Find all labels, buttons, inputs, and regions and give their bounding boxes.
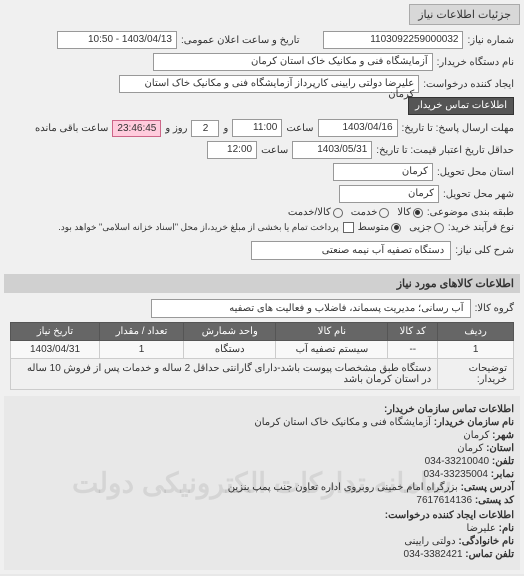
city-label: شهر محل تحویل: xyxy=(443,189,514,200)
general-desc-label: شرح کلی نیاز: xyxy=(455,245,514,256)
contact-fax-value: 33235004-034 xyxy=(423,469,488,480)
device-name-value: آزمایشگاه فنی و مکانیک خاک استان کرمان xyxy=(153,53,433,71)
and-label: و xyxy=(223,123,228,134)
validity-time: 12:00 xyxy=(207,141,257,159)
buy-method-label: نوع فرآیند خرید: xyxy=(448,222,514,233)
contact-family-value: دولتی رایینی xyxy=(404,536,455,547)
contact-tel-label: تلفن تماس: xyxy=(465,549,514,560)
col-unit: واحد شمارش xyxy=(184,323,276,341)
time-label-2: ساعت xyxy=(261,145,288,156)
col-code: کد کالا xyxy=(388,323,438,341)
general-desc-value: دستگاه تصفیه آب نیمه صنعتی xyxy=(251,241,451,260)
response-deadline-label: مهلت ارسال پاسخ: تا تاریخ: xyxy=(402,123,514,134)
contact-address-value: بزرگراه امام خمینی روبروی اداره تعاون جن… xyxy=(228,482,458,493)
city-value: کرمان xyxy=(339,185,439,203)
radio-dot-icon xyxy=(379,208,389,218)
requester-title: اطلاعات ایجاد کننده درخواست: xyxy=(385,510,514,521)
desc-row: توضیحات خریدار: دستگاه طبق مشخصات پیوست … xyxy=(11,359,514,390)
time-label-1: ساعت xyxy=(286,123,313,134)
announce-date-label: تاریخ و ساعت اعلان عمومی: xyxy=(181,35,300,46)
radio-both-label: کالا/خدمت xyxy=(288,207,331,218)
type-group-label: طبقه بندی موضوعی: xyxy=(427,207,514,218)
org-name-value: آزمایشگاه فنی و مکانیک خاک استان کرمان xyxy=(254,417,431,428)
validity-label: حداقل تاریخ اعتبار قیمت: تا تاریخ: xyxy=(376,145,514,156)
requester-value: علیرضا دولتی رایینی کارپرداز آزمایشگاه ف… xyxy=(119,75,419,93)
radio-minor[interactable]: جزیی xyxy=(409,222,444,233)
contact-city-label: شهر: xyxy=(492,430,514,441)
col-no: ردیف xyxy=(438,323,514,341)
contact-province-value: کرمان xyxy=(457,443,483,454)
radio-goods-label: کالا xyxy=(397,207,411,218)
contact-postal-value: 7617614136 xyxy=(416,495,472,506)
col-date: تاریخ نیاز xyxy=(11,323,100,341)
goods-section-title: اطلاعات کالاهای مورد نیاز xyxy=(4,274,520,293)
col-qty: تعداد / مقدار xyxy=(100,323,184,341)
treasury-checkbox[interactable] xyxy=(343,222,354,233)
remaining-suffix: ساعت باقی مانده xyxy=(35,123,108,134)
radio-both[interactable]: کالا/خدمت xyxy=(288,207,343,218)
treasury-label: پرداخت تمام یا بخشی از مبلغ خرید،از محل … xyxy=(58,222,338,233)
goods-table: ردیف کد کالا نام کالا واحد شمارش تعداد /… xyxy=(10,322,514,390)
header-tab: جزئیات اطلاعات نیاز xyxy=(409,4,520,25)
buyer-desc-text: دستگاه طبق مشخصات پیوست باشد-دارای گاران… xyxy=(11,359,438,390)
response-time: 11:00 xyxy=(232,119,282,137)
contact-phone-label: تلفن: xyxy=(492,456,514,467)
radio-dot-icon xyxy=(333,208,343,218)
org-name-label: نام سازمان خریدار: xyxy=(434,417,514,428)
contact-province-label: استان: xyxy=(486,443,514,454)
request-no-value: 1103092259000032 xyxy=(323,31,463,49)
request-no-label: شماره نیاز: xyxy=(467,35,514,46)
contact-title: اطلاعات تماس سازمان خریدار: xyxy=(384,404,514,415)
contact-name-value: علیرضا xyxy=(467,523,496,534)
device-name-label: نام دستگاه خریدار: xyxy=(437,57,514,68)
contact-tel-value: 3382421-034 xyxy=(404,549,463,560)
contact-phone-value: 33210040-034 xyxy=(425,456,490,467)
contact-postal-label: کد پستی: xyxy=(475,495,514,506)
cell-date: 1403/04/31 xyxy=(11,341,100,359)
contact-fax-label: نمابر: xyxy=(491,469,514,480)
countdown-timer: 23:46:45 xyxy=(112,120,161,137)
contact-city-value: کرمان xyxy=(463,430,489,441)
contact-name-label: نام: xyxy=(499,523,514,534)
col-name: نام کالا xyxy=(276,323,388,341)
radio-minor-label: جزیی xyxy=(409,222,432,233)
province-label: استان محل تحویل: xyxy=(437,167,514,178)
goods-group-value: آب رسانی؛ مدیریت پسماند، فاضلاب و فعالیت… xyxy=(151,299,471,318)
radio-medium[interactable]: متوسط xyxy=(358,222,401,233)
response-date: 1403/04/16 xyxy=(318,119,398,137)
radio-goods[interactable]: کالا xyxy=(397,207,423,218)
goods-group-label: گروه کالا: xyxy=(475,303,514,314)
radio-service-label: خدمت xyxy=(351,207,378,218)
days-label: روز و xyxy=(165,123,187,134)
radio-service[interactable]: خدمت xyxy=(351,207,390,218)
radio-dot-icon xyxy=(391,223,401,233)
validity-date: 1403/05/31 xyxy=(292,141,372,159)
province-value: کرمان xyxy=(333,163,433,181)
buyer-desc-label: توضیحات خریدار: xyxy=(438,359,514,390)
cell-code: -- xyxy=(388,341,438,359)
contact-address-label: آدرس پستی: xyxy=(461,482,514,493)
contact-family-label: نام خانوادگی: xyxy=(458,536,514,547)
radio-dot-icon xyxy=(413,208,423,218)
table-row: 1 -- سیستم تصفیه آب دستگاه 1 1403/04/31 xyxy=(11,341,514,359)
contact-link[interactable]: اطلاعات تماس خریدار xyxy=(408,97,514,115)
radio-dot-icon xyxy=(434,223,444,233)
radio-medium-label: متوسط xyxy=(358,222,389,233)
requester-label: ایجاد کننده درخواست: xyxy=(423,79,514,90)
cell-unit: دستگاه xyxy=(184,341,276,359)
days-remaining: 2 xyxy=(191,120,219,137)
announce-date-value: 1403/04/13 - 10:50 xyxy=(57,31,177,49)
cell-qty: 1 xyxy=(100,341,184,359)
cell-name: سیستم تصفیه آب xyxy=(276,341,388,359)
cell-no: 1 xyxy=(438,341,514,359)
